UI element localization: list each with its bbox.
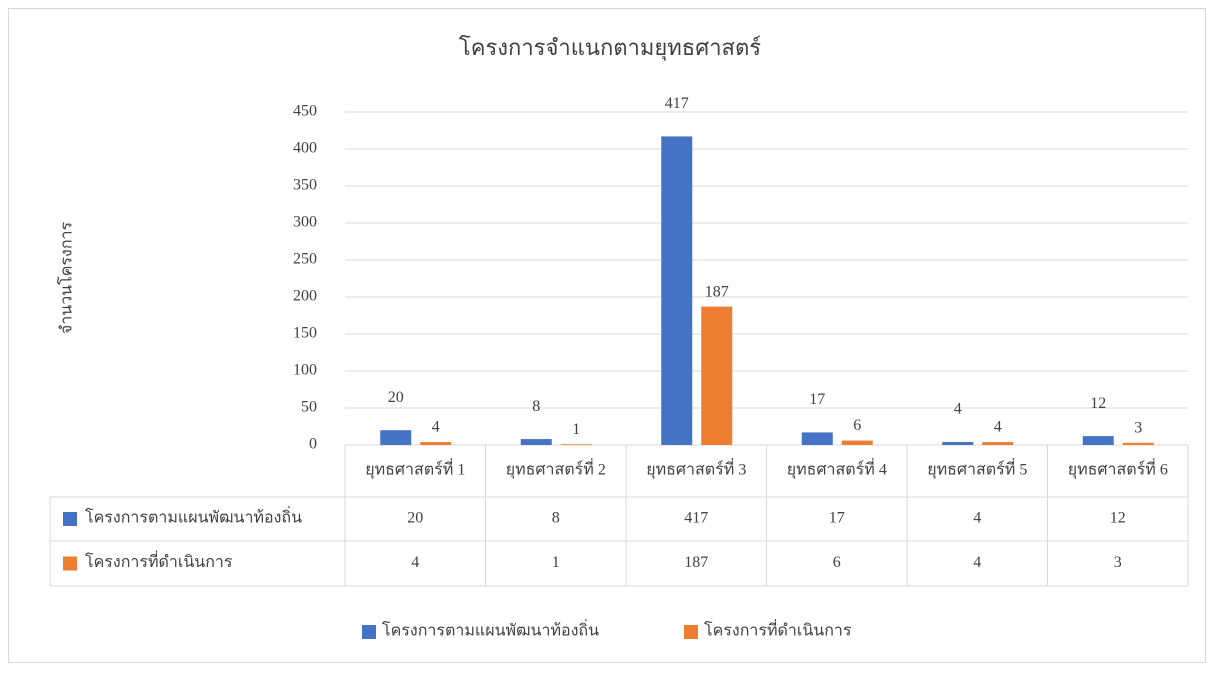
x-tick-label: ยุทธศาสตร์ที่ 2	[506, 458, 606, 480]
y-tick-label: 300	[293, 214, 317, 231]
table-cell: 3	[1114, 554, 1122, 571]
bar	[942, 442, 974, 445]
legend-label: โครงการตามแผนพัฒนาท้องถิ่น	[382, 619, 599, 640]
table-cell: 4	[411, 554, 419, 571]
bar	[380, 430, 412, 445]
bar	[520, 439, 552, 445]
bar	[1082, 436, 1114, 445]
bar	[801, 432, 833, 445]
y-tick-label: 150	[293, 325, 317, 342]
y-tick-label: 450	[293, 103, 317, 120]
data-label: 3	[1134, 419, 1142, 436]
table-cell: 417	[684, 510, 708, 527]
data-label: 417	[665, 95, 689, 112]
bar	[661, 136, 693, 446]
data-label: 12	[1090, 395, 1106, 412]
data-label: 17	[809, 391, 825, 408]
y-tick-label: 50	[301, 399, 317, 416]
x-tick-label: ยุทธศาสตร์ที่ 1	[365, 458, 465, 480]
table-cell: 17	[829, 510, 845, 527]
table-cell: 12	[1110, 510, 1126, 527]
data-label: 4	[994, 419, 1002, 436]
data-label: 6	[853, 417, 861, 434]
data-label: 4	[432, 419, 440, 436]
y-tick-label: 400	[293, 140, 317, 157]
table-cell: 6	[833, 554, 841, 571]
table-cell: 1	[552, 554, 560, 571]
table-cell: 20	[407, 510, 423, 527]
data-label: 4	[954, 401, 962, 418]
table-cell: 187	[684, 554, 708, 571]
bar	[982, 442, 1014, 445]
y-tick-label: 100	[293, 362, 317, 379]
legend-label: โครงการที่ดำเนินการ	[704, 619, 852, 640]
x-tick-label: ยุทธศาสตร์ที่ 6	[1068, 458, 1168, 480]
bar	[420, 442, 452, 445]
data-label: 8	[532, 398, 540, 415]
data-label: 20	[388, 389, 404, 406]
table-cell: 4	[973, 554, 981, 571]
y-tick-label: 200	[293, 288, 317, 305]
table-row-label: โครงการตามแผนพัฒนาท้องถิ่น	[85, 506, 302, 527]
chart-title: โครงการจำแนกตามยุทธศาสตร์	[459, 35, 761, 61]
bar	[841, 440, 873, 445]
legend-key	[684, 625, 698, 639]
data-label: 1	[572, 421, 580, 438]
bar	[560, 444, 592, 445]
x-tick-label: ยุทธศาสตร์ที่ 4	[787, 458, 887, 480]
bar	[701, 306, 733, 445]
y-tick-label: 350	[293, 177, 317, 194]
y-tick-label: 250	[293, 251, 317, 268]
y-axis-label: จำนวนโครงการ	[57, 222, 76, 335]
legend-key	[362, 625, 376, 639]
table-legend-key	[63, 512, 77, 526]
x-tick-label: ยุทธศาสตร์ที่ 3	[646, 458, 746, 480]
bar	[1122, 442, 1154, 445]
table-row-label: โครงการที่ดำเนินการ	[85, 550, 233, 571]
data-label: 187	[705, 283, 729, 300]
y-tick-label: 0	[309, 436, 317, 453]
chart-border	[8, 8, 1206, 663]
table-legend-key	[63, 556, 77, 571]
table-cell: 4	[973, 510, 981, 527]
x-tick-label: ยุทธศาสตร์ที่ 5	[927, 458, 1027, 480]
table-cell: 8	[552, 510, 560, 527]
